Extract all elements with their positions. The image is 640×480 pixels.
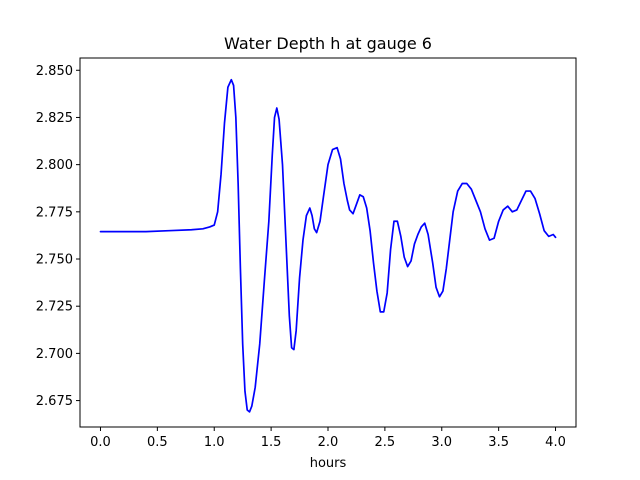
y-tick-label: 2.850 bbox=[36, 64, 73, 79]
plot-area bbox=[79, 57, 577, 428]
y-tick-label: 2.725 bbox=[36, 300, 73, 315]
x-tick-label: 4.0 bbox=[545, 435, 566, 450]
y-tick-label: 2.825 bbox=[36, 111, 73, 126]
x-tick-label: 3.5 bbox=[488, 435, 509, 450]
x-tick-label: 0.5 bbox=[147, 435, 168, 450]
y-tick-label: 2.750 bbox=[36, 253, 73, 268]
chart-title: Water Depth h at gauge 6 bbox=[224, 34, 432, 53]
y-tick-label: 2.800 bbox=[36, 158, 73, 173]
y-tick-label: 2.700 bbox=[36, 347, 73, 362]
x-tick-label: 1.0 bbox=[204, 435, 225, 450]
series-line-0 bbox=[99, 78, 557, 413]
x-tick-label: 1.5 bbox=[261, 435, 282, 450]
x-axis: 0.0 0.5 1.0 1.5 2.0 2.5 3.0 3.5 4.0 bbox=[90, 427, 566, 450]
y-tick-label: 2.675 bbox=[36, 394, 73, 409]
x-tick-label: 0.0 bbox=[90, 435, 111, 450]
x-tick-label: 2.0 bbox=[318, 435, 339, 450]
x-tick-label: 3.0 bbox=[431, 435, 452, 450]
plot-background bbox=[80, 58, 576, 427]
x-tick-label: 2.5 bbox=[375, 435, 396, 450]
y-tick-label: 2.775 bbox=[36, 205, 73, 220]
x-axis-label: hours bbox=[310, 456, 347, 471]
y-axis: 2.675 2.700 2.725 2.750 2.775 2.800 2.825 2.850 bbox=[36, 64, 80, 409]
